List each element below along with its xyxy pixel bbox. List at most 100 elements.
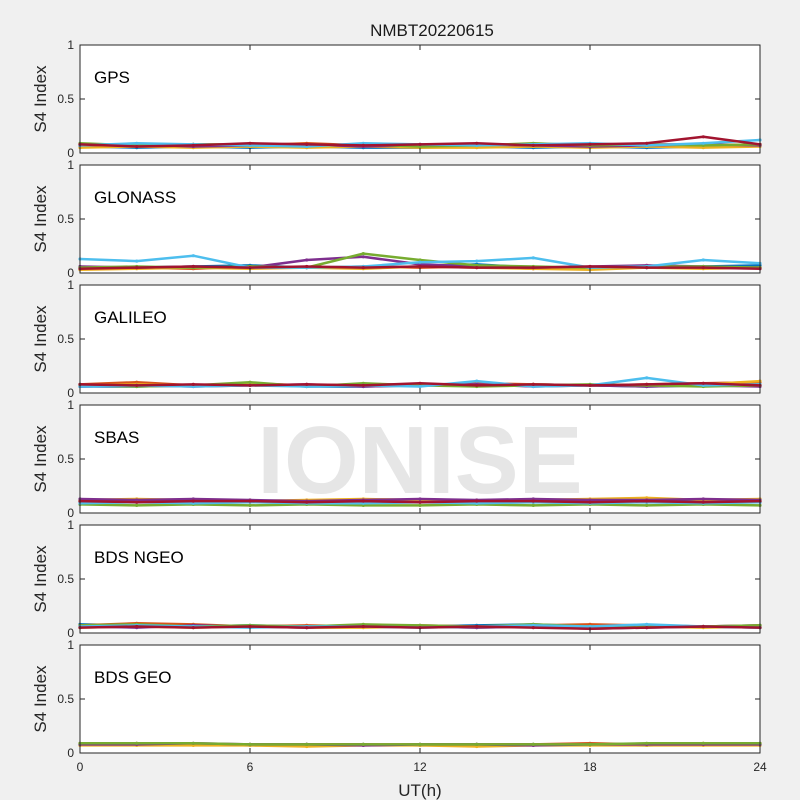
data-point bbox=[588, 624, 592, 629]
data-point bbox=[361, 624, 365, 629]
data-point bbox=[418, 626, 422, 630]
data-point bbox=[475, 624, 479, 629]
y-axis-label: S4 Index bbox=[31, 305, 50, 373]
data-point bbox=[701, 500, 705, 504]
data-point bbox=[475, 146, 479, 150]
data-point bbox=[248, 499, 252, 503]
data-point bbox=[588, 498, 592, 502]
data-point bbox=[645, 503, 649, 507]
data-point bbox=[418, 264, 422, 269]
y-tick-label: 1 bbox=[67, 158, 74, 172]
data-point bbox=[531, 256, 535, 260]
data-point bbox=[701, 741, 705, 745]
data-point bbox=[191, 499, 195, 503]
plot-area bbox=[80, 405, 760, 513]
data-point bbox=[588, 264, 592, 269]
data-point bbox=[531, 382, 535, 386]
data-point bbox=[305, 264, 309, 269]
data-point bbox=[361, 252, 365, 256]
y-tick-label: 1 bbox=[67, 638, 74, 652]
y-tick-label: 0.5 bbox=[57, 92, 74, 106]
figure-title: NMBT20220615 bbox=[370, 21, 494, 40]
data-point bbox=[645, 741, 649, 745]
data-point bbox=[135, 380, 139, 384]
data-point bbox=[135, 383, 139, 387]
data-point bbox=[701, 266, 705, 270]
y-tick-label: 0.5 bbox=[57, 572, 74, 586]
data-point bbox=[135, 266, 139, 270]
data-point bbox=[475, 259, 479, 263]
data-point bbox=[361, 255, 365, 259]
panel-label: GALILEO bbox=[94, 308, 167, 327]
data-point bbox=[701, 135, 705, 139]
panel-3: IONISE 0 0.5 1 SBAS S4 Index bbox=[31, 398, 762, 520]
plot-area bbox=[80, 45, 760, 153]
data-point bbox=[248, 380, 252, 384]
plot-area bbox=[80, 645, 760, 753]
y-tick-label: 1 bbox=[67, 278, 74, 292]
data-point bbox=[191, 264, 195, 269]
panel-label: GLONASS bbox=[94, 188, 176, 207]
y-tick-label: 1 bbox=[67, 518, 74, 532]
data-point bbox=[191, 254, 195, 258]
y-tick-label: 0 bbox=[67, 506, 74, 520]
x-axis-label: UT(h) bbox=[398, 781, 441, 800]
y-tick-label: 0.5 bbox=[57, 332, 74, 346]
data-point bbox=[248, 742, 252, 747]
data-point bbox=[588, 383, 592, 387]
data-point bbox=[135, 500, 139, 504]
y-tick-label: 1 bbox=[67, 38, 74, 52]
data-point bbox=[531, 503, 535, 507]
data-point bbox=[361, 499, 365, 503]
y-tick-label: 0.5 bbox=[57, 452, 74, 466]
data-point bbox=[645, 382, 649, 386]
data-point bbox=[418, 497, 422, 501]
data-point bbox=[531, 742, 535, 747]
data-point bbox=[475, 263, 479, 267]
data-point bbox=[248, 503, 252, 507]
data-point bbox=[475, 499, 479, 503]
x-tick-label: 12 bbox=[413, 760, 427, 774]
y-axis-label: S4 Index bbox=[31, 665, 50, 733]
panel-label: GPS bbox=[94, 68, 130, 87]
y-tick-label: 0 bbox=[67, 146, 74, 160]
data-point bbox=[645, 499, 649, 503]
y-tick-label: 1 bbox=[67, 398, 74, 412]
data-point bbox=[645, 266, 649, 270]
plot-area bbox=[80, 285, 760, 393]
watermark-text: IONISE bbox=[257, 407, 582, 514]
y-axis-label: S4 Index bbox=[31, 185, 50, 253]
data-point bbox=[248, 266, 252, 270]
data-point bbox=[645, 626, 649, 630]
data-point bbox=[418, 500, 422, 504]
panel-label: BDS GEO bbox=[94, 668, 171, 687]
data-point bbox=[135, 624, 139, 629]
data-point bbox=[701, 381, 705, 385]
panel-4: 0 0.5 1 BDS NGEO S4 Index bbox=[31, 518, 762, 640]
x-tick-label: 0 bbox=[77, 760, 84, 774]
data-point bbox=[701, 497, 705, 501]
data-point bbox=[135, 498, 139, 502]
data-point bbox=[645, 376, 649, 380]
x-tick-label: 6 bbox=[247, 760, 254, 774]
panel-label: BDS NGEO bbox=[94, 548, 184, 567]
data-point bbox=[248, 383, 252, 387]
data-point bbox=[475, 266, 479, 270]
data-point bbox=[191, 143, 195, 147]
data-point bbox=[305, 142, 309, 146]
data-point bbox=[701, 624, 705, 629]
data-point bbox=[531, 143, 535, 147]
data-point bbox=[531, 626, 535, 630]
data-point bbox=[418, 142, 422, 146]
y-tick-label: 0.5 bbox=[57, 692, 74, 706]
data-point bbox=[588, 742, 592, 747]
data-point bbox=[191, 741, 195, 745]
y-tick-label: 0.5 bbox=[57, 212, 74, 226]
panel-0: 0 0.5 1 GPS S4 Index bbox=[31, 38, 762, 160]
data-point bbox=[588, 142, 592, 146]
data-point bbox=[305, 382, 309, 386]
panel-5: 0 0.5 1 0 6 12 18 24 BDS GEO S4 Index bbox=[31, 638, 767, 774]
data-point bbox=[475, 742, 479, 747]
data-point bbox=[191, 382, 195, 386]
